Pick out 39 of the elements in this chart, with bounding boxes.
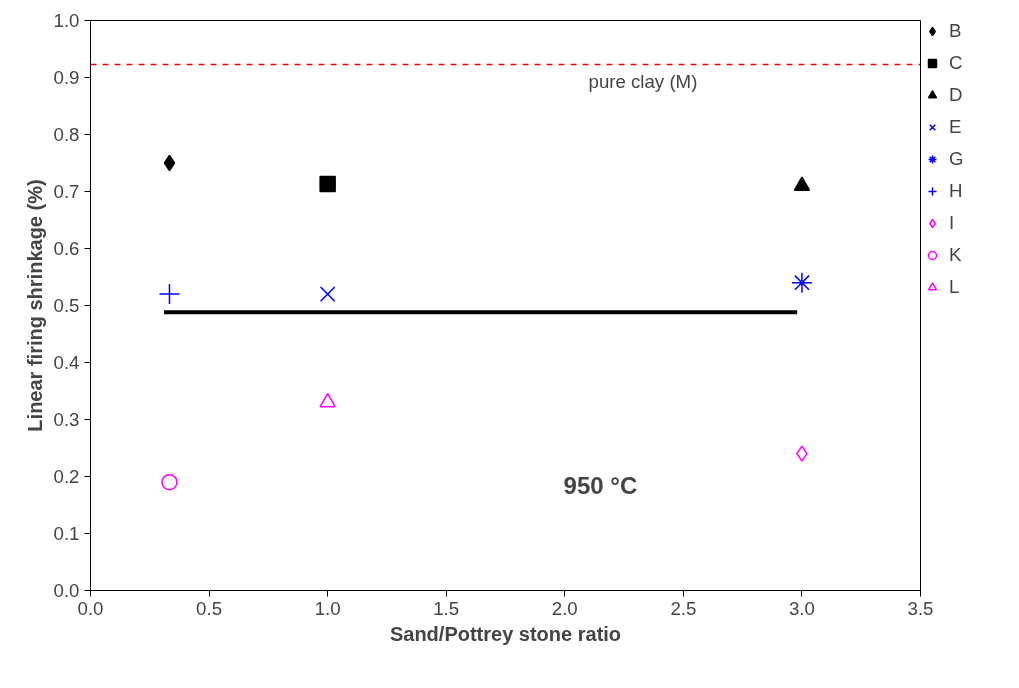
y-tick-label: 0.8 (53, 124, 80, 145)
x-tick-label: 0.0 (77, 597, 104, 619)
y-tick-label: 0.5 (53, 295, 80, 316)
y-tick-label: 1.0 (53, 10, 80, 31)
y-tick-label: 0.9 (53, 67, 80, 88)
point (319, 175, 336, 193)
y-tick-label: 0.0 (53, 580, 80, 601)
x-tick-label: 1.0 (314, 597, 341, 619)
y-tick-label: 0.7 (53, 181, 80, 202)
point (158, 283, 181, 305)
x-tick-label: 1.5 (433, 597, 460, 619)
point (319, 286, 336, 302)
ref-line-label: pure clay (M) (588, 71, 698, 93)
legend-label: K (949, 244, 963, 266)
legend-label: C (949, 52, 964, 74)
x-axis-title: Sand/Pottrey stone ratio (389, 622, 622, 645)
point (161, 473, 178, 491)
annotation: 950 °C (563, 472, 638, 500)
x-tick-label: 3.5 (907, 597, 934, 619)
x-tick-label: 0.5 (196, 597, 223, 619)
point (791, 271, 813, 294)
y-tick-label: 0.2 (53, 466, 80, 487)
y-tick-label: 0.6 (53, 238, 80, 259)
x-tick-label: 2.0 (551, 597, 578, 619)
legend-label: H (949, 180, 964, 202)
point (163, 154, 176, 172)
x-tick-label: 2.5 (670, 597, 697, 619)
y-axis-title: Linear firing shrinkage (%) (23, 179, 46, 432)
x-tick-label: 3.0 (788, 597, 815, 619)
y-tick-label: 0.1 (53, 523, 80, 544)
legend-label: I (949, 212, 956, 234)
legend-label: G (949, 148, 965, 170)
legend-label: E (949, 116, 963, 138)
y-tick-label: 0.4 (53, 352, 80, 373)
legend-label: D (949, 84, 964, 106)
y-tick-label: 0.3 (53, 409, 80, 430)
legend-label: L (949, 276, 961, 298)
point (796, 445, 808, 462)
legend-label: B (949, 20, 963, 42)
